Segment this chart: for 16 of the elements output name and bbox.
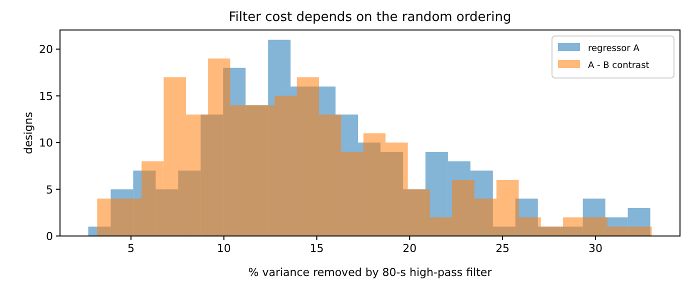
x-tick-label: 30 <box>588 242 602 255</box>
y-tick-label: 5 <box>46 183 53 196</box>
x-tick-label: 5 <box>127 242 134 255</box>
x-tick-label: 20 <box>402 242 417 255</box>
legend-label: A - B contrast <box>588 61 650 71</box>
legend-label: regressor A <box>588 44 640 54</box>
y-tick-label: 20 <box>39 43 53 56</box>
x-tick-label: 10 <box>216 242 231 255</box>
x-tick-label: 15 <box>310 242 324 255</box>
y-axis-title: designs <box>22 112 35 154</box>
y-tick-label: 15 <box>39 90 53 103</box>
x-tick-label: 25 <box>496 242 510 255</box>
y-tick-label: 0 <box>46 230 53 243</box>
y-tick-label: 10 <box>39 136 53 150</box>
x-axis-title: % variance removed by 80-s high-pass filter <box>248 266 492 279</box>
chart-title: Filter cost depends on the random ordering <box>228 10 512 25</box>
